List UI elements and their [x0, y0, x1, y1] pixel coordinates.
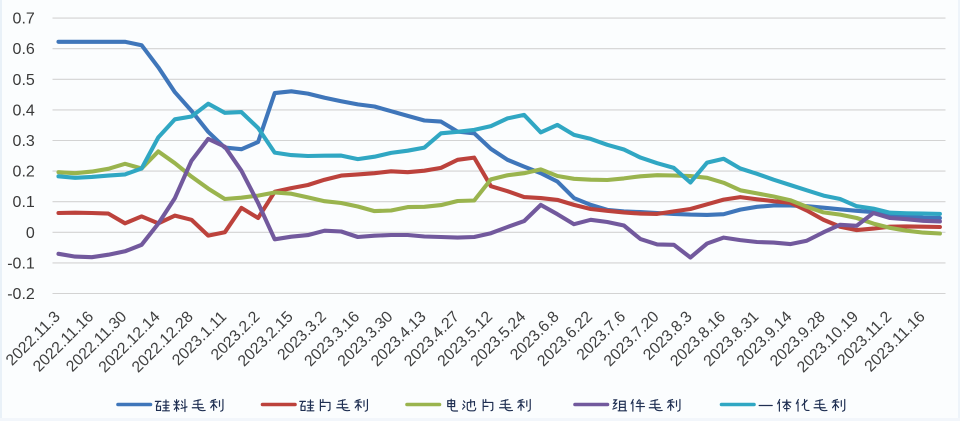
svg-text:0.1: 0.1 [13, 194, 35, 211]
svg-text:-0.2: -0.2 [7, 286, 35, 303]
svg-text:0.7: 0.7 [13, 11, 35, 28]
svg-text:0: 0 [26, 225, 35, 242]
svg-text:-0.1: -0.1 [7, 255, 35, 272]
svg-text:0.2: 0.2 [13, 164, 35, 181]
svg-text:0.3: 0.3 [13, 133, 35, 150]
svg-text:0.4: 0.4 [13, 102, 35, 119]
svg-text:0.5: 0.5 [13, 72, 35, 89]
svg-text:0.6: 0.6 [13, 41, 35, 58]
